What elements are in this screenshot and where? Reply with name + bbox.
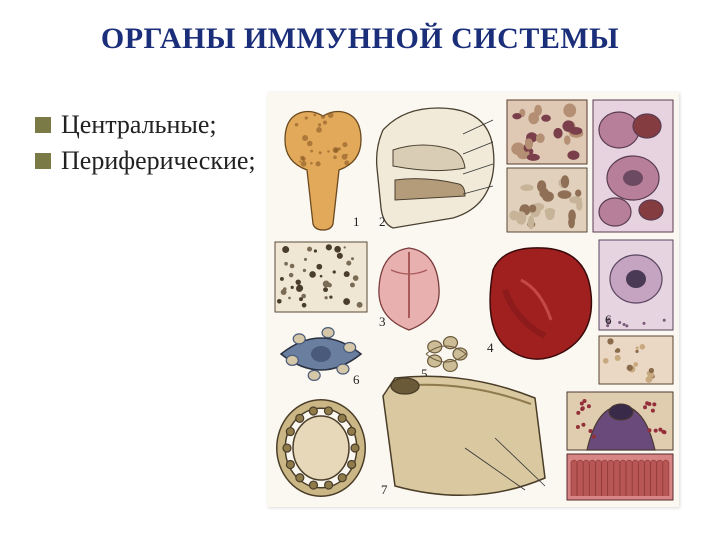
panel-spotted-histology [275,242,367,312]
panel-lymph-tissue-2 [507,168,587,232]
bullet-item: Периферические; [35,146,256,176]
panel-nasopharynx: 2 [377,108,494,229]
bullet-marker-icon [35,117,51,133]
panel-small-histology [599,336,673,384]
panel-histology-cells-top [593,100,673,232]
panel-lymph-tissue-1 [507,100,587,164]
panel-lymph-nodes: 5 [421,337,467,381]
panel-villi [567,454,673,500]
svg-text:7: 7 [381,482,388,497]
bullet-list: Центральные; Периферические; [35,110,256,182]
anatomy-figure: 1 2 3 5 4 6 6 7 [267,92,679,507]
bullet-item: Центральные; [35,110,256,140]
svg-text:1: 1 [353,214,360,229]
svg-text:2: 2 [379,214,386,229]
panel-intestinal-wall: 7 [381,376,545,497]
panel-cell-nucleus: 6 [599,240,673,330]
bullet-text: Центральные; [61,110,217,140]
panel-lymph-node-section: 6 [281,328,361,387]
svg-text:6: 6 [605,312,612,327]
panel-follicle [567,392,673,450]
panel-thymus: 3 [379,248,439,330]
slide-title: ОРГАНЫ ИММУННОЙ СИСТЕМЫ [0,22,720,56]
svg-text:4: 4 [487,340,494,355]
panel-bone: 1 [285,112,361,231]
bullet-marker-icon [35,153,51,169]
panel-peyers-ring [281,404,361,492]
svg-text:3: 3 [379,314,386,329]
bullet-text: Периферические; [61,146,256,176]
svg-text:6: 6 [353,372,360,387]
panel-spleen: 4 [487,248,591,359]
